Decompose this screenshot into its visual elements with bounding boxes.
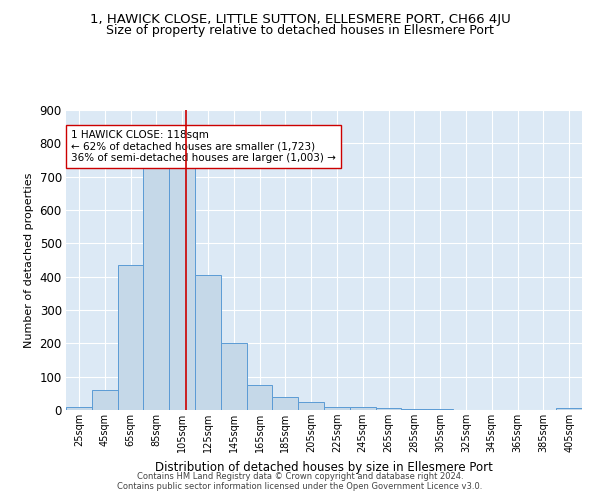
Bar — [247, 385, 272, 410]
Bar — [66, 406, 92, 410]
Text: Contains public sector information licensed under the Open Government Licence v3: Contains public sector information licen… — [118, 482, 482, 491]
X-axis label: Distribution of detached houses by size in Ellesmere Port: Distribution of detached houses by size … — [155, 460, 493, 473]
Bar — [556, 408, 582, 410]
Bar — [92, 390, 118, 410]
Bar — [221, 344, 247, 410]
Bar — [350, 408, 376, 410]
Bar — [169, 160, 195, 410]
Bar — [401, 409, 427, 410]
Bar — [298, 402, 324, 410]
Text: Size of property relative to detached houses in Ellesmere Port: Size of property relative to detached ho… — [106, 24, 494, 37]
Y-axis label: Number of detached properties: Number of detached properties — [24, 172, 34, 348]
Bar — [143, 160, 169, 410]
Text: Contains HM Land Registry data © Crown copyright and database right 2024.: Contains HM Land Registry data © Crown c… — [137, 472, 463, 481]
Text: 1 HAWICK CLOSE: 118sqm
← 62% of detached houses are smaller (1,723)
36% of semi-: 1 HAWICK CLOSE: 118sqm ← 62% of detached… — [71, 130, 336, 163]
Bar — [118, 265, 143, 410]
Bar — [272, 396, 298, 410]
Bar — [376, 408, 401, 410]
Bar — [195, 275, 221, 410]
Bar — [324, 406, 350, 410]
Text: 1, HAWICK CLOSE, LITTLE SUTTON, ELLESMERE PORT, CH66 4JU: 1, HAWICK CLOSE, LITTLE SUTTON, ELLESMER… — [89, 12, 511, 26]
